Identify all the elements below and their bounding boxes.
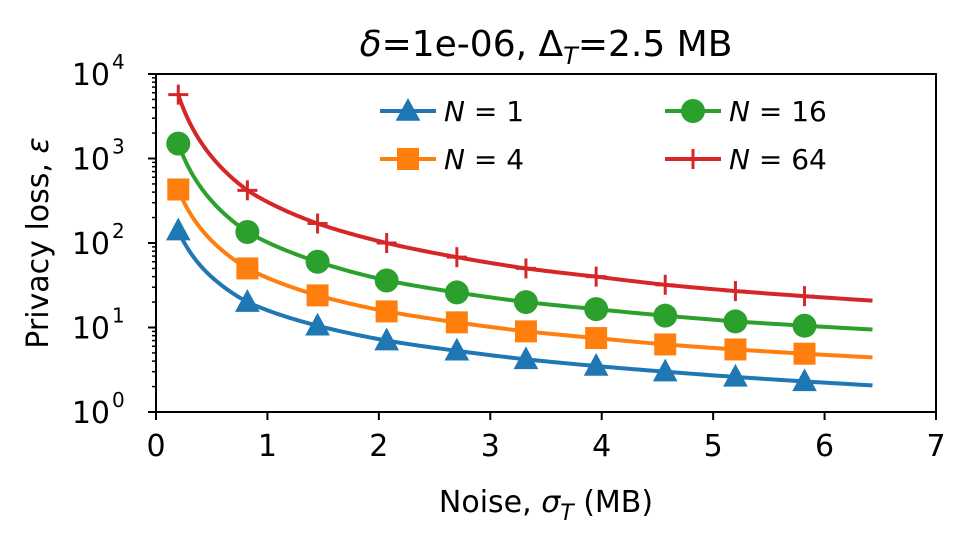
series-line <box>176 188 873 360</box>
data-point <box>374 268 399 293</box>
data-point <box>515 258 536 279</box>
data-point <box>444 337 470 361</box>
data-point <box>166 131 191 156</box>
data-point <box>514 320 537 343</box>
data-point <box>585 327 608 350</box>
data-point <box>168 84 189 105</box>
data-point <box>235 219 260 244</box>
data-point <box>654 333 677 356</box>
data-point <box>305 249 330 274</box>
legend-marker <box>681 99 705 123</box>
svg-text:N = 4: N = 4 <box>444 143 524 176</box>
y-tick-label: 10 <box>72 143 110 178</box>
y-tick-label-exponent: 2 <box>112 219 125 243</box>
legend: N = 1 N = 4 N = 16 N = 64 <box>380 95 827 176</box>
y-tick-label: 10 <box>72 312 110 347</box>
series-markers <box>165 84 817 392</box>
y-tick-label-exponent: 4 <box>112 50 125 74</box>
x-tick-label: 4 <box>592 429 611 464</box>
data-point <box>445 311 468 334</box>
data-point <box>792 313 817 338</box>
x-tick-label: 6 <box>815 429 834 464</box>
data-point <box>725 281 746 302</box>
data-point <box>792 368 817 392</box>
y-tick-label: 10 <box>72 396 110 431</box>
chart-title: δ=1e-06, ΔT=2.5 MB <box>360 24 733 70</box>
data-point <box>307 213 328 234</box>
data-point <box>165 217 191 241</box>
svg-text:N = 1: N = 1 <box>444 95 524 128</box>
data-point <box>513 346 539 370</box>
svg-text:N = 64: N = 64 <box>729 143 827 176</box>
y-tick-label-exponent: 0 <box>112 388 125 412</box>
data-point <box>235 289 260 312</box>
legend-marker <box>395 98 421 121</box>
data-point <box>583 353 609 376</box>
legend-marker <box>397 148 419 170</box>
legend-item-n1: N = 1 <box>380 95 524 128</box>
data-point <box>586 266 607 287</box>
data-point <box>584 297 609 322</box>
x-axis-ticks: 0 1 2 3 4 5 6 7 <box>146 412 946 464</box>
data-point <box>236 257 259 280</box>
data-point <box>237 180 258 201</box>
x-tick-label: 2 <box>369 429 388 464</box>
data-point <box>446 247 467 268</box>
legend-item-n4: N = 4 <box>380 143 524 176</box>
data-point <box>794 286 815 307</box>
x-tick-label: 5 <box>704 429 723 464</box>
data-point <box>652 358 678 382</box>
data-point <box>723 309 748 334</box>
data-point <box>374 327 400 351</box>
y-tick-label: 10 <box>72 58 110 93</box>
x-axis-title: Noise, σT (MB) <box>439 485 653 526</box>
data-point <box>305 312 330 336</box>
data-point <box>724 338 747 361</box>
y-tick-label-exponent: 3 <box>112 135 125 159</box>
data-point <box>723 363 748 387</box>
data-point <box>306 284 329 307</box>
data-point <box>444 280 469 305</box>
data-point <box>655 274 676 295</box>
x-tick-label: 1 <box>258 429 277 464</box>
series-curves <box>176 94 873 388</box>
data-point <box>793 342 816 365</box>
series-line <box>176 142 873 332</box>
series-line <box>176 229 873 388</box>
data-point <box>653 303 678 328</box>
x-tick-label: 0 <box>146 429 165 464</box>
y-tick-label: 10 <box>72 227 110 262</box>
data-point <box>167 178 190 201</box>
x-tick-label: 7 <box>926 429 945 464</box>
series-line <box>176 94 873 303</box>
data-point <box>375 300 398 323</box>
legend-marker <box>683 149 703 169</box>
svg-text:N = 16: N = 16 <box>729 95 827 128</box>
x-tick-label: 3 <box>481 429 500 464</box>
y-tick-label-exponent: 1 <box>112 304 125 328</box>
data-point <box>513 290 538 315</box>
legend-item-n64: N = 64 <box>665 143 827 176</box>
data-point <box>376 233 397 253</box>
y-axis-title: Privacy loss, ε <box>21 137 56 348</box>
legend-item-n16: N = 16 <box>665 95 827 128</box>
